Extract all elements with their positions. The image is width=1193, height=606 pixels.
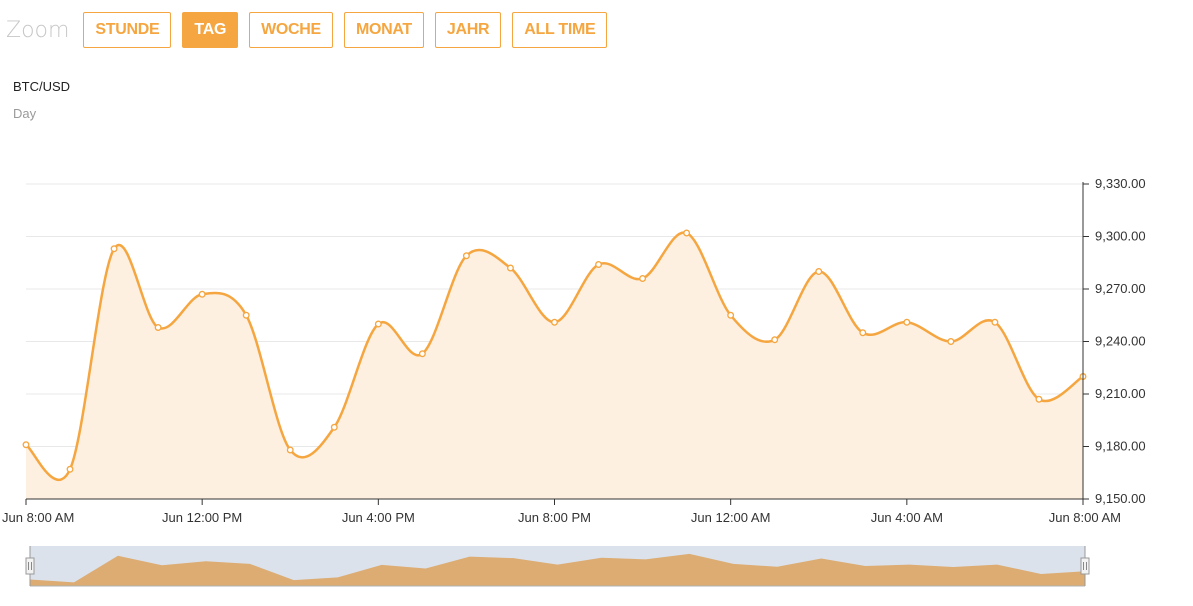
- x-tick-label: Jun 12:00 PM: [162, 510, 242, 525]
- y-axis-ticks: 9,150.00 9,180.00 9,210.00 9,240.00 9,270.00…: [1083, 176, 1146, 506]
- price-area: [26, 232, 1083, 499]
- zoom-button-tag[interactable]: TAG: [182, 12, 239, 48]
- data-point[interactable]: [815, 268, 823, 275]
- data-point[interactable]: [727, 311, 735, 319]
- data-point[interactable]: [595, 261, 602, 268]
- data-point[interactable]: [154, 324, 162, 331]
- x-tick-label: Jun 8:00 AM: [1049, 510, 1121, 525]
- y-tick-label: 9,330.00: [1095, 176, 1146, 191]
- x-tick-label: Jun 8:00 PM: [518, 510, 591, 525]
- price-points: [22, 229, 1087, 473]
- data-point[interactable]: [110, 245, 118, 253]
- zoom-label: Zoom: [6, 17, 70, 43]
- zoom-button-woche[interactable]: WOCHE: [249, 12, 333, 48]
- data-point[interactable]: [286, 446, 294, 454]
- x-tick-label: Jun 4:00 PM: [342, 510, 415, 525]
- data-point[interactable]: [683, 229, 691, 237]
- navigator-handle-right[interactable]: [1080, 546, 1090, 586]
- navigator-handle-left[interactable]: [25, 546, 35, 586]
- x-tick-label: Jun 8:00 AM: [2, 510, 74, 525]
- data-point[interactable]: [330, 423, 338, 431]
- navigator[interactable]: [25, 546, 1090, 587]
- data-point[interactable]: [242, 311, 250, 319]
- y-tick-label: 9,210.00: [1095, 386, 1146, 401]
- data-point[interactable]: [418, 350, 426, 358]
- data-point[interactable]: [771, 336, 779, 344]
- y-tick-label: 9,150.00: [1095, 491, 1146, 506]
- data-point[interactable]: [991, 318, 999, 326]
- navigator-series: [30, 553, 1085, 586]
- data-point[interactable]: [507, 264, 514, 272]
- y-tick-label: 9,180.00: [1095, 439, 1146, 454]
- data-point[interactable]: [903, 318, 911, 326]
- x-tick-label: Jun 4:00 AM: [871, 510, 943, 525]
- x-axis-ticks: Jun 8:00 AM Jun 12:00 PM Jun 4:00 PM Jun 8:…: [2, 499, 1121, 525]
- chart-subtitle: Day: [13, 106, 37, 121]
- y-tick-label: 9,270.00: [1095, 281, 1146, 296]
- data-point[interactable]: [374, 320, 382, 328]
- y-tick-label: 9,240.00: [1095, 334, 1146, 349]
- data-point[interactable]: [198, 290, 206, 298]
- chart-title: BTC/USD: [13, 79, 71, 94]
- data-point[interactable]: [639, 275, 647, 282]
- x-tick-label: Jun 12:00 AM: [691, 510, 771, 525]
- zoom-button-all-time[interactable]: ALL TIME: [512, 12, 608, 48]
- zoom-button-jahr[interactable]: JAHR: [434, 12, 502, 48]
- data-point[interactable]: [947, 338, 955, 345]
- data-point[interactable]: [859, 329, 867, 337]
- price-line: [25, 231, 1084, 481]
- data-point[interactable]: [1035, 395, 1043, 403]
- data-point[interactable]: [551, 318, 558, 326]
- zoom-bar: Zoom STUNDE TAG WOCHE MONAT JAHR ALL TIM…: [6, 11, 618, 49]
- zoom-button-monat[interactable]: MONAT: [343, 12, 424, 48]
- data-point[interactable]: [66, 465, 74, 473]
- data-point[interactable]: [462, 252, 470, 260]
- zoom-button-stunde[interactable]: STUNDE: [83, 12, 172, 48]
- data-point[interactable]: [22, 441, 30, 449]
- y-tick-label: 9,300.00: [1095, 229, 1146, 244]
